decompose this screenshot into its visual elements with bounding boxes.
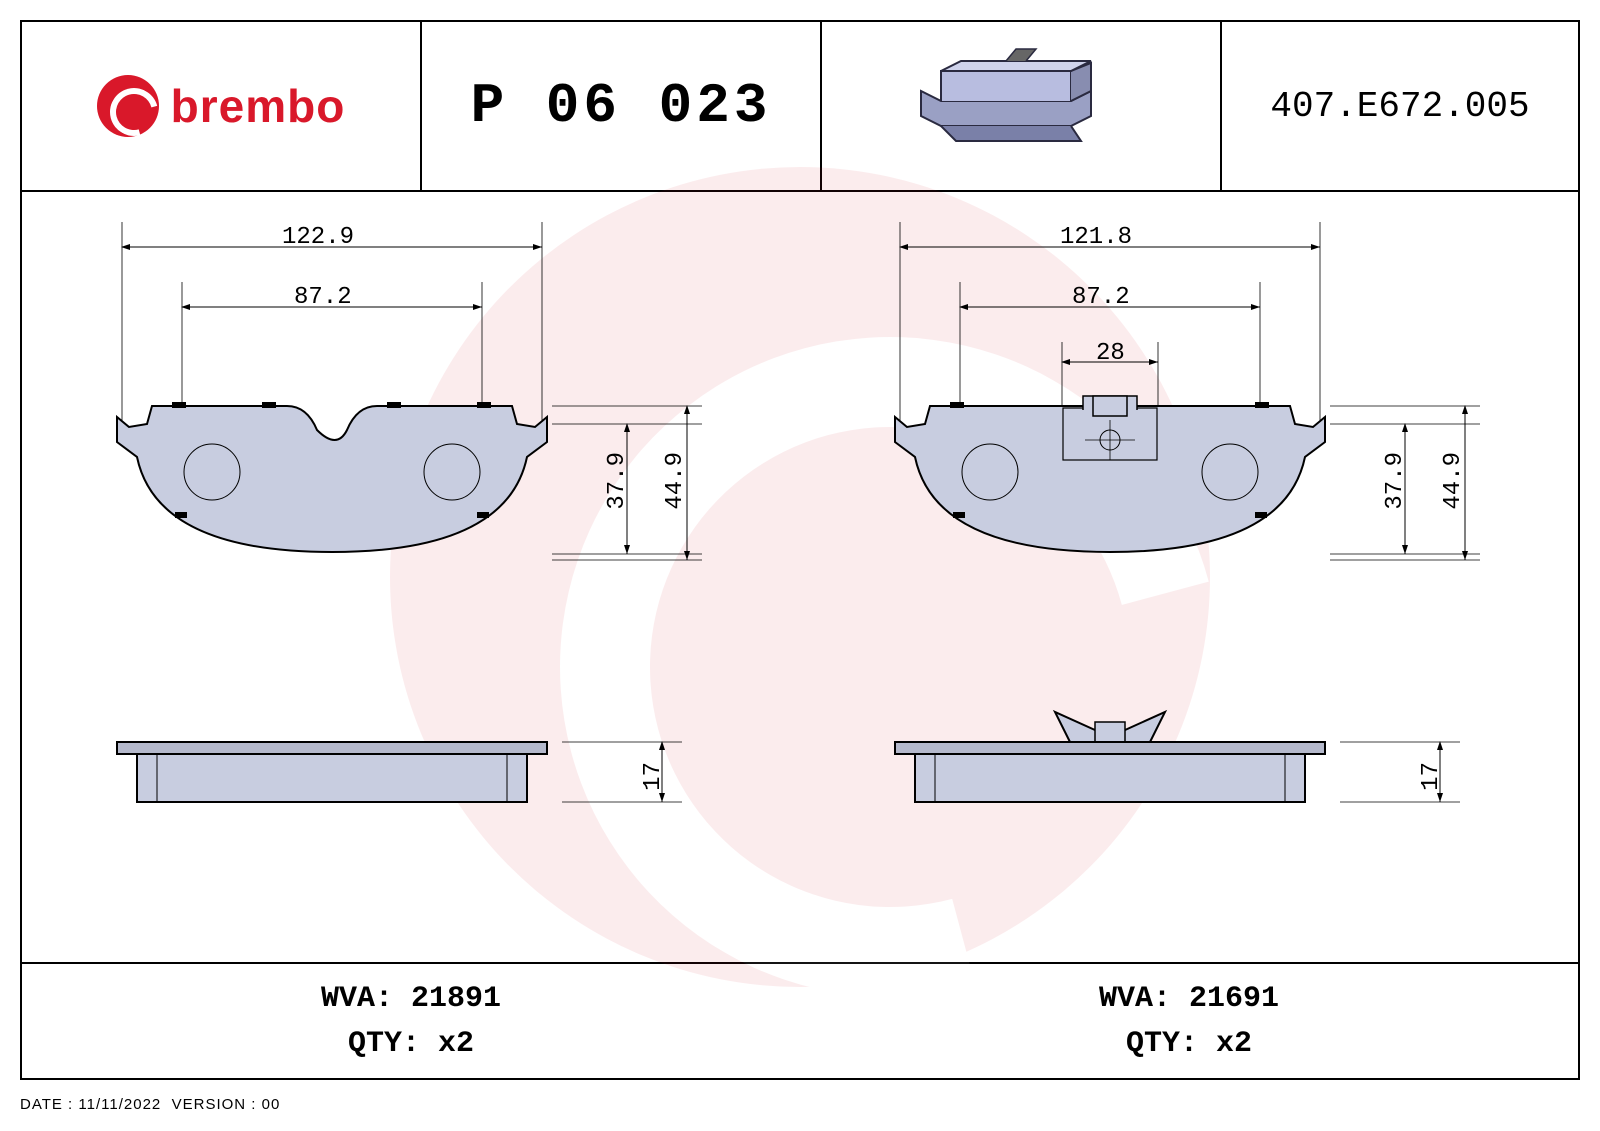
footer-right: WVA: 21691 QTY: x2 (800, 964, 1578, 1080)
qty-left: QTY: x2 (348, 1022, 474, 1067)
right-pad-top-view (800, 192, 1580, 672)
footer-left: WVA: 21891 QTY: x2 (22, 964, 800, 1080)
wva-right: WVA: 21691 (1099, 977, 1279, 1022)
drawing-body: 122.9 87.2 37.9 44.9 17 (22, 192, 1578, 962)
drawing-sheet: brembo P 06 023 407.E672.005 (20, 20, 1580, 1080)
part-number: P 06 023 (471, 74, 772, 138)
meta-line: DATE : 11/11/2022 VERSION : 00 (20, 1096, 280, 1113)
logo-cell: brembo (22, 22, 422, 190)
product-thumbnail-icon (911, 46, 1131, 166)
drawing-code: 407.E672.005 (1270, 86, 1529, 127)
brembo-logo: brembo (97, 75, 346, 137)
brand-name: brembo (171, 79, 346, 133)
left-pad-column: 122.9 87.2 37.9 44.9 17 (22, 192, 800, 962)
part-number-cell: P 06 023 (422, 22, 822, 190)
thumbnail-cell (822, 22, 1222, 190)
drawing-code-cell: 407.E672.005 (1222, 22, 1578, 190)
wva-left: WVA: 21891 (321, 977, 501, 1022)
left-pad-side-view (22, 702, 802, 882)
right-pad-column: 121.8 87.2 28 37.9 44.9 17 (800, 192, 1578, 962)
left-pad-top-view (22, 192, 802, 672)
footer-block: WVA: 21891 QTY: x2 WVA: 21691 QTY: x2 (22, 962, 1578, 1080)
title-block: brembo P 06 023 407.E672.005 (22, 22, 1578, 192)
right-pad-side-view (800, 702, 1580, 882)
qty-right: QTY: x2 (1126, 1022, 1252, 1067)
brembo-logo-icon (97, 75, 159, 137)
